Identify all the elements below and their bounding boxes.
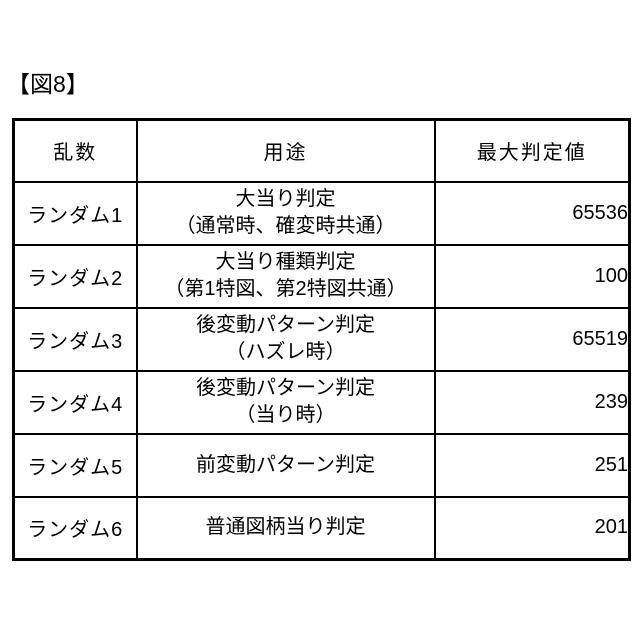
header-usage: 用途 bbox=[135, 118, 436, 183]
table-row: ランダム4 後変動パターン判定 （当り時） 239 bbox=[12, 369, 631, 435]
usage-cell: 前変動パターン判定 bbox=[135, 432, 436, 498]
random-name-cell: ランダム2 bbox=[12, 243, 138, 309]
table-row: ランダム3 後変動パターン判定 （ハズレ時） 65519 bbox=[12, 306, 631, 372]
max-value-cell: 239 bbox=[433, 369, 631, 435]
header-random-number: 乱数 bbox=[12, 118, 138, 183]
max-value-cell: 251 bbox=[433, 432, 631, 498]
table-row: ランダム2 大当り種類判定 （第1特図、第2特図共通） 100 bbox=[12, 243, 631, 309]
usage-cell: 後変動パターン判定 （ハズレ時） bbox=[135, 306, 436, 372]
max-value-cell: 65519 bbox=[433, 306, 631, 372]
table-header-row: 乱数 用途 最大判定値 bbox=[12, 118, 631, 183]
usage-cell: 大当り種類判定 （第1特図、第2特図共通） bbox=[135, 243, 436, 309]
random-number-table: 乱数 用途 最大判定値 ランダム1 大当り判定 （通常時、確変時共通） 6553… bbox=[12, 118, 631, 561]
usage-cell: 普通図柄当り判定 bbox=[135, 495, 436, 561]
random-name-cell: ランダム1 bbox=[12, 180, 138, 246]
max-value-cell: 201 bbox=[433, 495, 631, 561]
table-row: ランダム1 大当り判定 （通常時、確変時共通） 65536 bbox=[12, 180, 631, 246]
random-name-cell: ランダム4 bbox=[12, 369, 138, 435]
random-name-cell: ランダム5 bbox=[12, 432, 138, 498]
table-row: ランダム6 普通図柄当り判定 201 bbox=[12, 495, 631, 561]
table-row: ランダム5 前変動パターン判定 251 bbox=[12, 432, 631, 498]
usage-cell: 後変動パターン判定 （当り時） bbox=[135, 369, 436, 435]
figure-label: 【図8】 bbox=[7, 71, 89, 97]
random-name-cell: ランダム3 bbox=[12, 306, 138, 372]
random-name-cell: ランダム6 bbox=[12, 495, 138, 561]
max-value-cell: 100 bbox=[433, 243, 631, 309]
max-value-cell: 65536 bbox=[433, 180, 631, 246]
header-max-judgment-value: 最大判定値 bbox=[433, 118, 631, 183]
usage-cell: 大当り判定 （通常時、確変時共通） bbox=[135, 180, 436, 246]
